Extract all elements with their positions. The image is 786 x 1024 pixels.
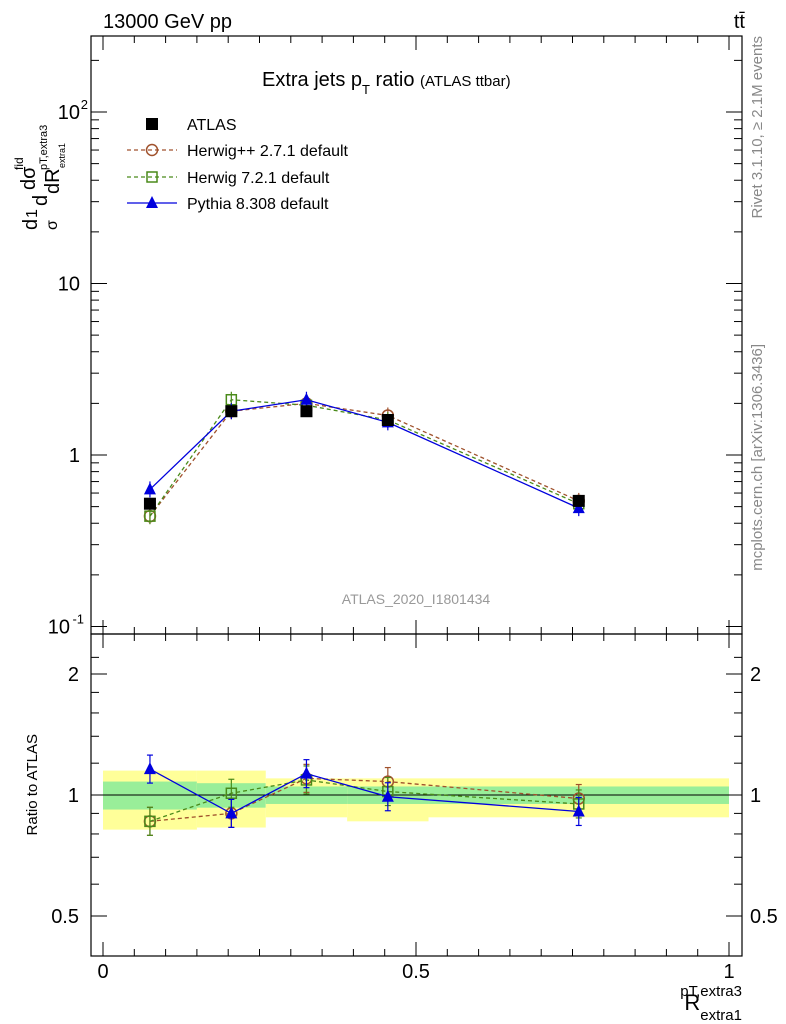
header-process-label: tt̄	[734, 11, 746, 33]
chart-title: Extra jets pT ratio (ATLAS ttbar)	[262, 69, 511, 97]
ylabel-d2: d	[30, 195, 52, 206]
rivet-version-label: Rivet 3.1.10, ≥ 2.1M events	[749, 36, 766, 219]
ratio-y-tick-label-right: 0.5	[750, 906, 778, 928]
ylabel-sigma: σ	[44, 220, 61, 230]
main-point-pythia-8-308-default	[300, 392, 313, 405]
ylabel-fid: fid	[12, 157, 26, 170]
xlabel-sub: extra1	[700, 1007, 742, 1024]
main-point-atlas	[300, 405, 313, 418]
ylabel-pt: pT,extra3	[38, 125, 50, 170]
legend-marker-herwig-2-7-1-default	[145, 143, 159, 157]
ylabel-one: 1	[24, 209, 41, 218]
chart-title-sub: T	[362, 82, 370, 97]
x-axis-label-sup: pT,extra3	[680, 983, 742, 1000]
legend-label-herwig-2-7-1-default: Herwig++ 2.7.1 default	[187, 143, 349, 160]
ratio-point-herwig-7-2-1-default	[144, 815, 156, 828]
x-tick-label: 0.5	[402, 961, 430, 983]
legend-label-atlas: ATLAS	[187, 117, 237, 134]
main-point-pythia-8-308-default	[143, 482, 156, 495]
ylabel-extra1: extra1	[57, 143, 67, 168]
x-tick-label: 0	[97, 961, 108, 983]
main-line-herwig-7-2-1-default	[149, 399, 580, 517]
main-line-pythia-8-308-default	[149, 399, 580, 509]
ratio-point-pythia-8-308-default	[381, 789, 394, 802]
main-point-atlas	[143, 497, 156, 510]
chart-title-tail: ratio	[370, 69, 414, 91]
ratio-point-pythia-8-308-default	[300, 766, 313, 779]
ratio-point-pythia-8-308-default	[572, 804, 585, 817]
main-y-tick-exponent: -1	[72, 612, 84, 627]
stat-uncertainty-band	[103, 781, 197, 810]
main-y-tick-exponent: 2	[81, 97, 88, 112]
ratio-y-tick-label: 1	[68, 785, 79, 807]
ylabel-dsigma: dσ	[18, 166, 40, 190]
x-tick-label: 1	[723, 961, 734, 983]
main-y-tick-label: 1	[69, 445, 80, 467]
chart-title-main: Extra jets p	[262, 69, 362, 91]
analysis-tag: ATLAS_2020_I1801434	[342, 591, 491, 607]
xlabel-main: R	[684, 990, 700, 1015]
main-line-herwig-2-7-1-default	[149, 402, 580, 517]
main-y-tick-label: 10	[58, 102, 80, 124]
header-energy-label: 13000 GeV pp	[103, 11, 232, 33]
legend-label-pythia-8-308-default: Pythia 8.308 default	[187, 196, 329, 213]
ratio-y-tick-label: 0.5	[51, 906, 79, 928]
main-point-herwig-7-2-1-default	[144, 510, 156, 522]
ratio-y-tick-label: 2	[68, 664, 79, 686]
ratio-y-tick-label-right: 2	[750, 664, 761, 686]
main-y-tick-label: 10	[58, 274, 80, 296]
main-point-atlas	[572, 494, 585, 507]
legend-label-herwig-7-2-1-default: Herwig 7.2.1 default	[187, 170, 330, 187]
mcplots-label: mcplots.cern.ch [arXiv:1306.3436]	[749, 344, 766, 571]
main-point-pythia-8-308-default	[572, 501, 585, 514]
legend-marker-pythia-8-308-default	[146, 196, 158, 208]
legend-marker-herwig-7-2-1-default	[146, 171, 158, 183]
ratio-y-axis-label: Ratio to ATLAS	[24, 734, 41, 835]
legend-marker-atlas	[146, 118, 158, 130]
ratio-point-herwig-7-2-1-default	[225, 787, 238, 800]
ratio-point-pythia-8-308-default	[225, 806, 238, 819]
ratio-point-pythia-8-308-default	[143, 762, 156, 775]
chart-title-note: (ATLAS ttbar)	[420, 73, 511, 90]
main-point-atlas	[225, 405, 238, 418]
main-point-atlas	[381, 413, 394, 426]
main-y-axis-label: d 1 σ d dσ fid dR pT,extra3 extra1	[12, 125, 67, 230]
ylabel-dR: dR	[42, 168, 64, 194]
ratio-y-tick-label-right: 1	[750, 785, 761, 807]
x-axis-label: Rextra1	[684, 990, 742, 1024]
main-y-tick-label: 10	[48, 617, 70, 639]
ylabel-d1: d	[20, 219, 42, 230]
